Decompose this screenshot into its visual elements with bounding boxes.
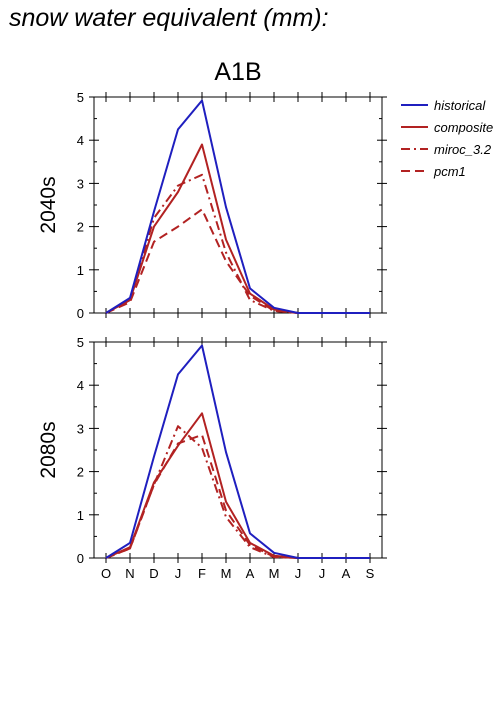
y-tick-label: 3 (77, 421, 84, 436)
y-tick-label: 4 (77, 133, 84, 148)
x-tick-label: J (295, 566, 302, 581)
panel-label: 2080s (37, 421, 60, 478)
series-line-pcm1 (105, 208, 370, 314)
legend-label-pcm1: pcm1 (433, 164, 466, 179)
x-tick-label: M (221, 566, 232, 581)
x-tick-label: D (149, 566, 158, 581)
legend-label-historical: historical (434, 98, 486, 113)
y-tick-label: 0 (77, 306, 84, 321)
legend-label-miroc_3.2: miroc_3.2 (434, 142, 492, 157)
x-tick-label: M (269, 566, 280, 581)
y-tick-label: 3 (77, 176, 84, 191)
y-tick-label: 1 (77, 263, 84, 278)
y-tick-label: 5 (77, 335, 84, 350)
x-tick-label: A (246, 566, 255, 581)
series-line-miroc_3.2 (105, 173, 370, 314)
scenario-title: A1B (214, 58, 261, 86)
x-tick-label: N (125, 566, 134, 581)
legend: historical composite miroc_3.2 pcm1 (401, 98, 493, 179)
x-tick-label: F (198, 566, 206, 581)
x-tick-label: O (101, 566, 111, 581)
series-line-pcm1 (105, 433, 370, 559)
y-tick-label: 4 (77, 378, 84, 393)
x-tick-label: S (366, 566, 375, 581)
series-line-historical (105, 99, 370, 314)
x-tick-label: J (319, 566, 326, 581)
legend-label-composite: composite (434, 120, 493, 135)
panel-label: 2040s (37, 176, 60, 233)
figure-title: snow water equivalent (mm): (9, 4, 329, 32)
y-tick-label: 0 (77, 551, 84, 566)
series-line-historical (105, 344, 370, 559)
y-tick-label: 2 (77, 465, 84, 480)
y-tick-label: 1 (77, 508, 84, 523)
y-tick-label: 5 (77, 90, 84, 105)
series-line-composite (105, 143, 370, 314)
x-tick-label: A (342, 566, 351, 581)
x-tick-label: J (175, 566, 182, 581)
chart-panel-2040s: 0 1 2 3 4 5 2040s (37, 90, 387, 321)
y-tick-label: 2 (77, 220, 84, 235)
